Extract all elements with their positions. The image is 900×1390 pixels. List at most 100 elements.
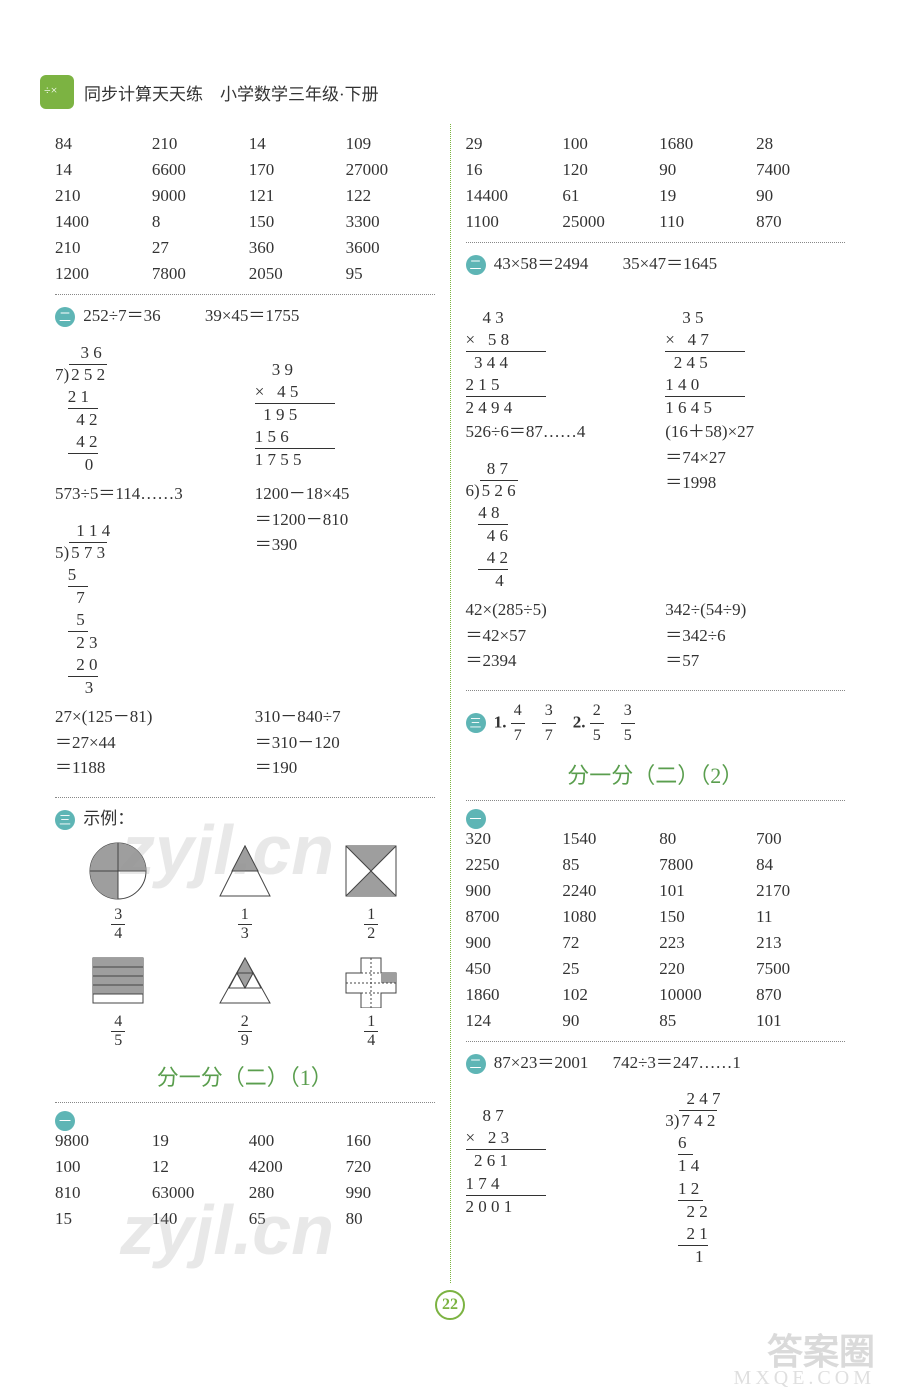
number-cell: 90 [659,160,748,180]
number-cell: 9000 [152,186,241,206]
number-cell: 101 [756,1011,845,1031]
shapes-row-1: 34 13 12 [55,841,435,943]
number-cell: 4200 [249,1157,338,1177]
number-cell: 170 [249,160,338,180]
number-cell: 360 [249,238,338,258]
number-cell: 210 [55,186,144,206]
number-cell: 870 [756,985,845,1005]
number-cell: 80 [346,1209,435,1229]
number-cell: 6600 [152,160,241,180]
number-cell: 84 [756,855,845,875]
right-number-grid-2: 3201540807002250857800849002240101217087… [466,829,846,1031]
long-division: 8 7 6)5 2 6 4 8 4 6 4 2 4 [466,458,518,593]
number-cell: 870 [756,212,845,232]
badge-two-icon: 二 [55,307,75,327]
square-triangle-icon [341,841,401,901]
equation: 42×(285÷5) ＝42×57 ＝2394 [466,597,646,674]
number-cell: 14 [249,134,338,154]
number-cell: 3600 [346,238,435,258]
number-cell: 223 [659,933,748,953]
section-title: 分一分（二）（1） [55,1060,435,1092]
number-cell: 320 [466,829,555,849]
number-cell: 85 [659,1011,748,1031]
triangle-shape-icon [215,841,275,901]
number-cell: 220 [659,959,748,979]
equation: 1200－18×45 ＝1200－810 ＝390 [255,481,435,558]
number-cell: 14400 [466,186,555,206]
number-cell: 109 [346,134,435,154]
number-cell: 84 [55,134,144,154]
number-cell: 450 [466,959,555,979]
number-cell: 100 [562,134,651,154]
number-cell: 124 [466,1011,555,1031]
number-cell: 1400 [55,212,144,232]
number-cell: 19 [152,1131,241,1151]
number-cell: 1200 [55,264,144,284]
long-division: 3 6 7)2 5 2 2 1 4 2 4 2 0 [55,342,107,477]
badge-two-icon: 二 [466,1054,486,1074]
number-cell: 150 [659,907,748,927]
number-cell: 280 [249,1183,338,1203]
badge-three-icon: 三 [55,810,75,830]
bars-shape-icon [88,953,148,1008]
number-cell: 27 [152,238,241,258]
number-cell: 3300 [346,212,435,232]
watermark-url: MXQE.COM [734,1367,875,1390]
number-cell: 900 [466,881,555,901]
number-cell: 7400 [756,160,845,180]
number-cell: 102 [562,985,651,1005]
badge-one-icon: 一 [55,1111,75,1131]
number-cell: 10000 [659,985,748,1005]
equation: 35×47＝1645 [623,254,718,273]
triangle-grid-icon [215,953,275,1008]
number-cell: 25000 [562,212,651,232]
number-cell: 16 [466,160,555,180]
number-cell: 7800 [152,264,241,284]
logo-icon [40,75,74,109]
number-cell: 12 [152,1157,241,1177]
long-division: 1 1 4 5)5 7 3 5 7 5 2 3 2 0 3 [55,520,110,700]
number-cell: 990 [346,1183,435,1203]
number-cell: 810 [55,1183,144,1203]
number-cell: 900 [466,933,555,953]
number-cell: 1540 [562,829,651,849]
number-cell: 1860 [466,985,555,1005]
number-cell: 11 [756,907,845,927]
number-cell: 80 [659,829,748,849]
equation: (16＋58)×27 ＝74×27 ＝1998 [665,419,845,589]
number-cell: 2240 [562,881,651,901]
right-number-grid-1: 2910016802816120907400144006119901100250… [466,134,846,232]
number-cell: 15 [55,1209,144,1229]
number-cell: 14 [55,160,144,180]
page-number: 22 [435,1290,465,1320]
number-cell: 150 [249,212,338,232]
equation: 310－840÷7 ＝310－120 ＝190 [255,704,435,781]
number-cell: 61 [562,186,651,206]
number-cell: 213 [756,933,845,953]
vertical-multiplication: 4 3 × 5 8 3 4 4 2 1 5 2 4 9 4 [466,285,546,420]
vertical-multiplication: 8 7 × 2 3 2 6 1 1 7 4 2 0 0 1 [466,1083,546,1218]
number-cell: 63000 [152,1183,241,1203]
badge-three-icon: 三 [466,713,486,733]
number-cell: 9800 [55,1131,144,1151]
number-cell: 720 [346,1157,435,1177]
number-cell: 27000 [346,160,435,180]
shapes-row-2: 45 29 [55,953,435,1050]
number-cell: 140 [152,1209,241,1229]
number-cell: 28 [756,134,845,154]
number-cell: 210 [152,134,241,154]
long-division: 2 4 7 3)7 4 2 6 1 4 1 2 2 2 2 1 1 [665,1088,720,1268]
cross-shape-icon [341,953,401,1008]
number-cell: 1100 [466,212,555,232]
number-cell: 100 [55,1157,144,1177]
number-cell: 160 [346,1131,435,1151]
left-number-grid-2: 9800194001601001242007208106300028099015… [55,1131,435,1229]
number-cell: 8 [152,212,241,232]
section-title: 分一分（二）（2） [466,758,846,790]
left-number-grid-1: 8421014109146600170270002109000121122140… [55,134,435,284]
equation: 252÷7＝36 [83,306,160,325]
equation: 87×23＝2001 [494,1053,589,1072]
pie-shape-icon [88,841,148,901]
number-cell: 7800 [659,855,748,875]
number-cell: 1680 [659,134,748,154]
